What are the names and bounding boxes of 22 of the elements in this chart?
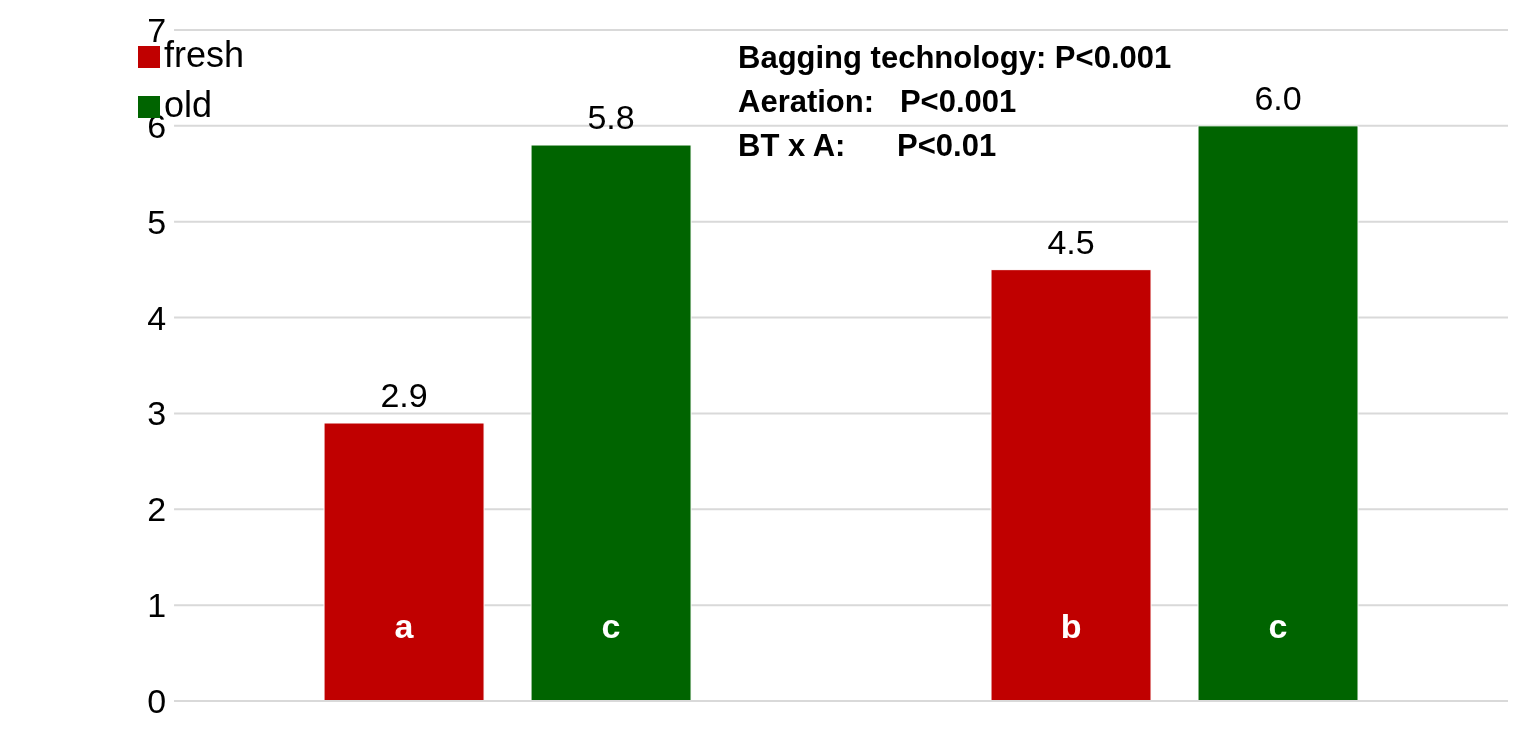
y-tick-label: 5 bbox=[147, 202, 167, 241]
annotation: Bagging technology: P<0.001 bbox=[738, 39, 1172, 77]
bar bbox=[323, 422, 485, 701]
y-tick-label: 4 bbox=[147, 298, 167, 337]
annotation: c bbox=[601, 607, 621, 645]
legend-label: old bbox=[164, 84, 213, 125]
annotation: BT x A: P<0.01 bbox=[738, 127, 998, 165]
y-tick-label: 2 bbox=[147, 490, 167, 529]
data-label: 2.9 bbox=[380, 376, 428, 415]
annotation: a bbox=[394, 607, 415, 645]
annotation: b bbox=[1060, 607, 1082, 645]
annotation: Aeration: P<0.001 bbox=[738, 83, 1018, 121]
annotation: c bbox=[1268, 607, 1288, 645]
y-tick-label: 0 bbox=[147, 682, 167, 721]
bar bbox=[1197, 125, 1359, 701]
bar bbox=[530, 144, 692, 701]
data-label: 4.5 bbox=[1047, 222, 1095, 261]
y-tick-label: 1 bbox=[147, 586, 167, 625]
bar bbox=[990, 269, 1152, 701]
data-label: 5.8 bbox=[587, 98, 635, 137]
y-tick-label: 3 bbox=[147, 394, 167, 433]
data-label: 6.0 bbox=[1254, 78, 1302, 117]
